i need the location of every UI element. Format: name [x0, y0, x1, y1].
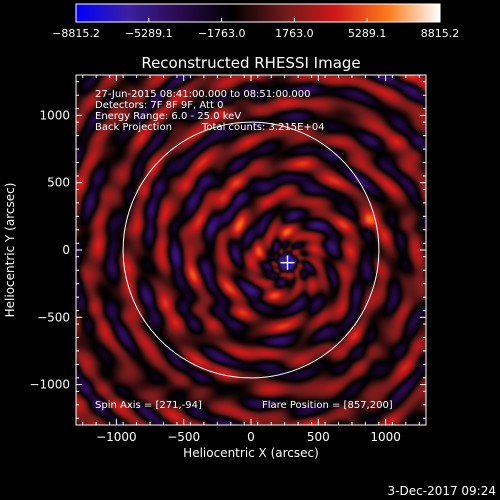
spin-axis-marker — [280, 255, 295, 270]
y-axis-label: Heliocentric Y (arcsec) — [3, 183, 17, 318]
x-tick-label: −1000 — [96, 430, 137, 444]
colorbar — [75, 3, 441, 23]
colorbar-tick-label: −1763.0 — [198, 27, 246, 40]
x-tick-label: 1000 — [370, 430, 401, 444]
spin-axis-label: Spin Axis = [271,-94] — [95, 400, 202, 411]
y-tick-label: −1000 — [29, 378, 70, 392]
annotation-total-counts: Total counts: 3.215E+04 — [201, 122, 325, 133]
x-tick-label: 500 — [307, 430, 330, 444]
y-tick-label: 0 — [62, 243, 70, 257]
y-tick-label: 1000 — [39, 108, 70, 122]
y-tick-label: 500 — [47, 176, 70, 190]
colorbar-ticks: −8815.2 −5289.1 −1763.0 1763.0 5289.1 8815.2 — [52, 18, 459, 40]
colorbar-tick-label: 1763.0 — [275, 27, 314, 40]
y-axis-ticks: −1000 −500 0 500 1000 — [29, 81, 426, 419]
annotation-time-range: 27-Jun-2015 08:41:00.000 to 08:51:00.000 — [95, 89, 311, 100]
x-axis-label: Heliocentric X (arcsec) — [183, 446, 319, 460]
info-annotations: 27-Jun-2015 08:41:00.000 to 08:51:00.000… — [95, 89, 325, 133]
footer-timestamp: 3-Dec-2017 09:24 — [388, 484, 496, 498]
colorbar-tick-label: −8815.2 — [52, 27, 100, 40]
x-tick-label: 0 — [247, 430, 255, 444]
back-projection-heatmap — [76, 75, 426, 425]
flare-position-label: Flare Position = [857,200] — [262, 400, 393, 411]
annotation-energy-range: Energy Range: 6.0 - 25.0 keV — [95, 111, 241, 122]
chart-title: Reconstructed RHESSI Image — [141, 54, 360, 72]
annotation-detectors: Detectors: 7F 8F 9F, Att 0 — [95, 100, 223, 111]
y-tick-label: −500 — [37, 310, 70, 324]
colorbar-tick-label: 5289.1 — [348, 27, 387, 40]
x-tick-label: −500 — [167, 430, 200, 444]
x-axis-ticks: −1000 −500 0 500 1000 — [82, 75, 420, 444]
annotation-method: Back Projection — [95, 122, 172, 133]
colorbar-tick-label: 8815.2 — [421, 27, 460, 40]
solar-limb-circle — [122, 121, 380, 379]
colorbar-tick-label: −5289.1 — [125, 27, 173, 40]
